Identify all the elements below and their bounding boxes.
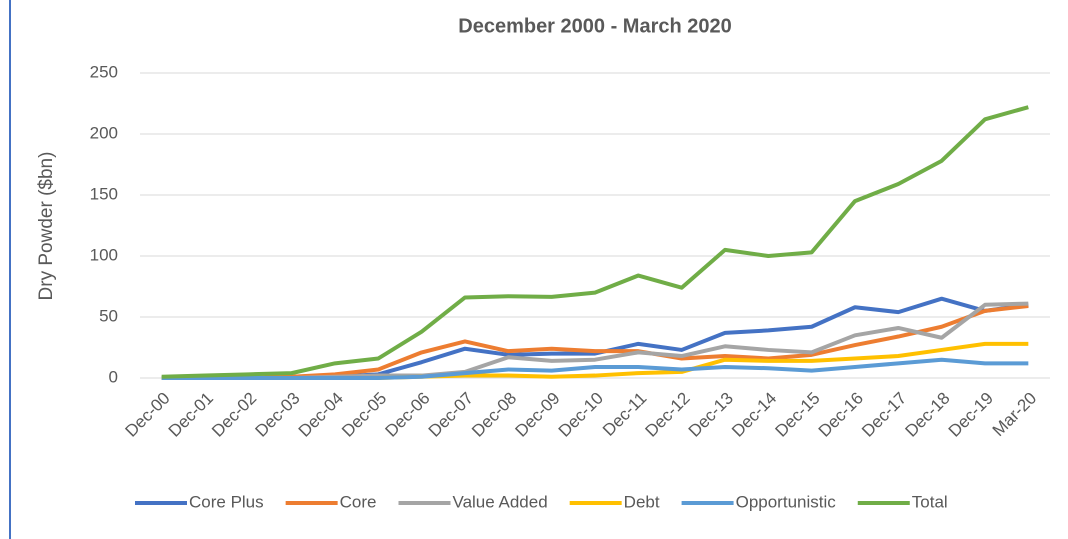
x-tick-label: Dec-14 — [728, 389, 780, 441]
x-tick-label: Dec-12 — [641, 389, 693, 441]
y-tick-label: 150 — [90, 184, 118, 203]
x-tick-label: Dec-00 — [121, 389, 173, 441]
y-tick-label: 0 — [109, 367, 118, 386]
x-tick-label: Dec-19 — [945, 389, 997, 441]
y-tick-label: 250 — [90, 62, 118, 81]
x-tick-label: Dec-11 — [599, 389, 650, 440]
legend-label: Opportunistic — [736, 492, 837, 511]
y-tick-label: 100 — [90, 245, 118, 264]
x-tick-label: Dec-02 — [208, 389, 260, 441]
x-tick-label: Dec-03 — [251, 389, 303, 441]
chart-title: December 2000 - March 2020 — [458, 15, 732, 37]
y-axis-label: Dry Powder ($bn) — [36, 152, 57, 301]
y-tick-label: 50 — [99, 306, 118, 325]
x-tick-label: Dec-15 — [771, 389, 823, 441]
legend-label: Debt — [624, 492, 660, 511]
legend-label: Value Added — [453, 492, 548, 511]
x-tick-label: Dec-07 — [425, 389, 477, 441]
x-tick-label: Mar-20 — [989, 389, 1041, 441]
y-tick-label: 200 — [90, 123, 118, 142]
x-tick-label: Dec-10 — [555, 389, 607, 441]
x-tick-label: Dec-13 — [685, 389, 737, 441]
legend-label: Core — [340, 492, 377, 511]
legend-label: Total — [912, 492, 948, 511]
x-tick-label: Dec-09 — [511, 389, 563, 441]
x-tick-label: Dec-18 — [901, 389, 953, 441]
x-tick-label: Dec-08 — [468, 389, 520, 441]
legend-label: Core Plus — [189, 492, 264, 511]
x-tick-label: Dec-05 — [338, 389, 390, 441]
series-line — [161, 105, 1029, 379]
series-line — [161, 357, 1029, 380]
x-tick-label: Dec-17 — [858, 389, 910, 441]
x-tick-label: Dec-16 — [815, 389, 867, 441]
x-tick-label: Dec-01 — [165, 389, 217, 441]
x-tick-label: Dec-06 — [381, 389, 433, 441]
x-tick-label: Dec-04 — [295, 389, 347, 441]
